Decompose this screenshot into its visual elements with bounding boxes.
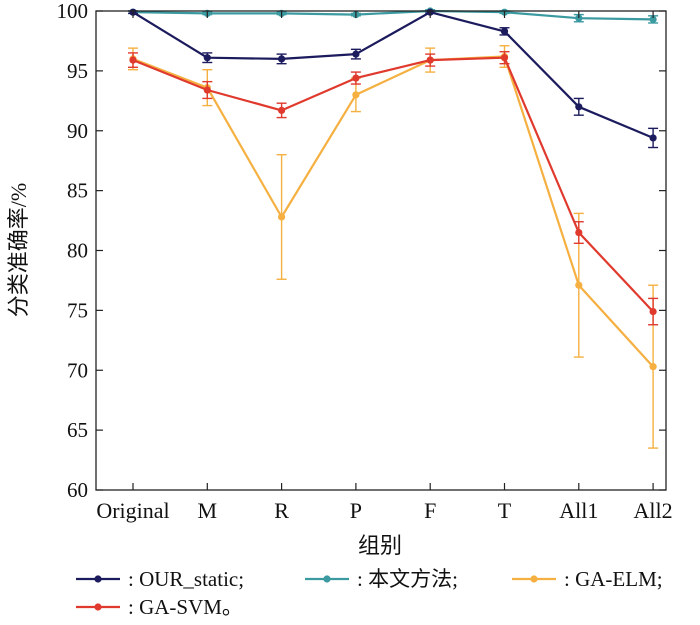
legend-label: : GA-SVM。: [128, 595, 243, 619]
data-point: [575, 14, 583, 22]
x-axis-title: 组别: [358, 533, 402, 558]
data-point: [426, 56, 434, 64]
x-tick-label: R: [274, 498, 289, 523]
y-tick-label: 90: [67, 119, 88, 143]
y-tick-label: 100: [57, 0, 89, 23]
legend-label: : GA-ELM;: [564, 567, 663, 591]
legend-swatch-marker: [530, 575, 538, 583]
y-tick-label: 95: [67, 59, 88, 83]
data-point: [278, 213, 286, 221]
data-point: [649, 15, 657, 23]
x-tick-label: Original: [96, 498, 169, 523]
data-point: [352, 91, 360, 99]
legend-swatch-marker: [94, 603, 102, 611]
legend-item: : GA-SVM。: [76, 595, 243, 619]
data-point: [129, 56, 137, 64]
data-point: [649, 363, 657, 371]
legend-label: : 本文方法;: [357, 567, 458, 591]
data-point: [575, 103, 583, 111]
y-axis-title: 分类准确率/%: [6, 183, 31, 317]
plot-area: [128, 7, 659, 449]
y-tick-label: 65: [67, 418, 88, 442]
legend-item: : OUR_static;: [76, 567, 244, 591]
x-tick-label: T: [498, 498, 512, 523]
legend-item: : GA-ELM;: [512, 567, 663, 591]
data-point: [500, 27, 509, 35]
y-tick-label: 70: [67, 358, 88, 382]
series-line: [132, 9, 654, 21]
y-tick-label: 80: [67, 239, 88, 263]
data-point: [575, 228, 583, 237]
series-3: [128, 51, 659, 326]
y-tick-label: 75: [67, 298, 88, 322]
data-point: [278, 55, 286, 63]
legend-item: : 本文方法;: [305, 567, 458, 591]
data-point: [203, 54, 211, 62]
data-point: [649, 134, 657, 142]
series-line: [132, 56, 654, 313]
data-point: [649, 307, 657, 316]
axes: 60 65 70 75 80 85 90 95 100 Original M R P F T All1 All2: [57, 0, 673, 523]
data-point: [352, 50, 360, 58]
data-point: [575, 281, 583, 289]
data-point: [352, 74, 360, 82]
y-tick-label: 85: [67, 179, 88, 203]
x-tick-label: M: [198, 498, 218, 523]
legend: : OUR_static; : 本文方法; : GA-ELM; : GA-SVM。: [76, 567, 663, 619]
x-tick-label: F: [424, 498, 436, 523]
series-line: [132, 11, 654, 139]
data-point: [278, 106, 286, 114]
x-tick-label: P: [350, 498, 362, 523]
y-tick-label: 60: [67, 478, 88, 502]
x-tick-label: All2: [634, 498, 673, 523]
legend-label: : OUR_static;: [128, 567, 244, 591]
x-tick-label: All1: [559, 498, 598, 523]
data-point: [203, 86, 211, 94]
series-line: [132, 55, 654, 368]
data-point: [500, 54, 509, 62]
legend-swatch-marker: [323, 575, 331, 583]
legend-swatch-marker: [94, 575, 102, 583]
